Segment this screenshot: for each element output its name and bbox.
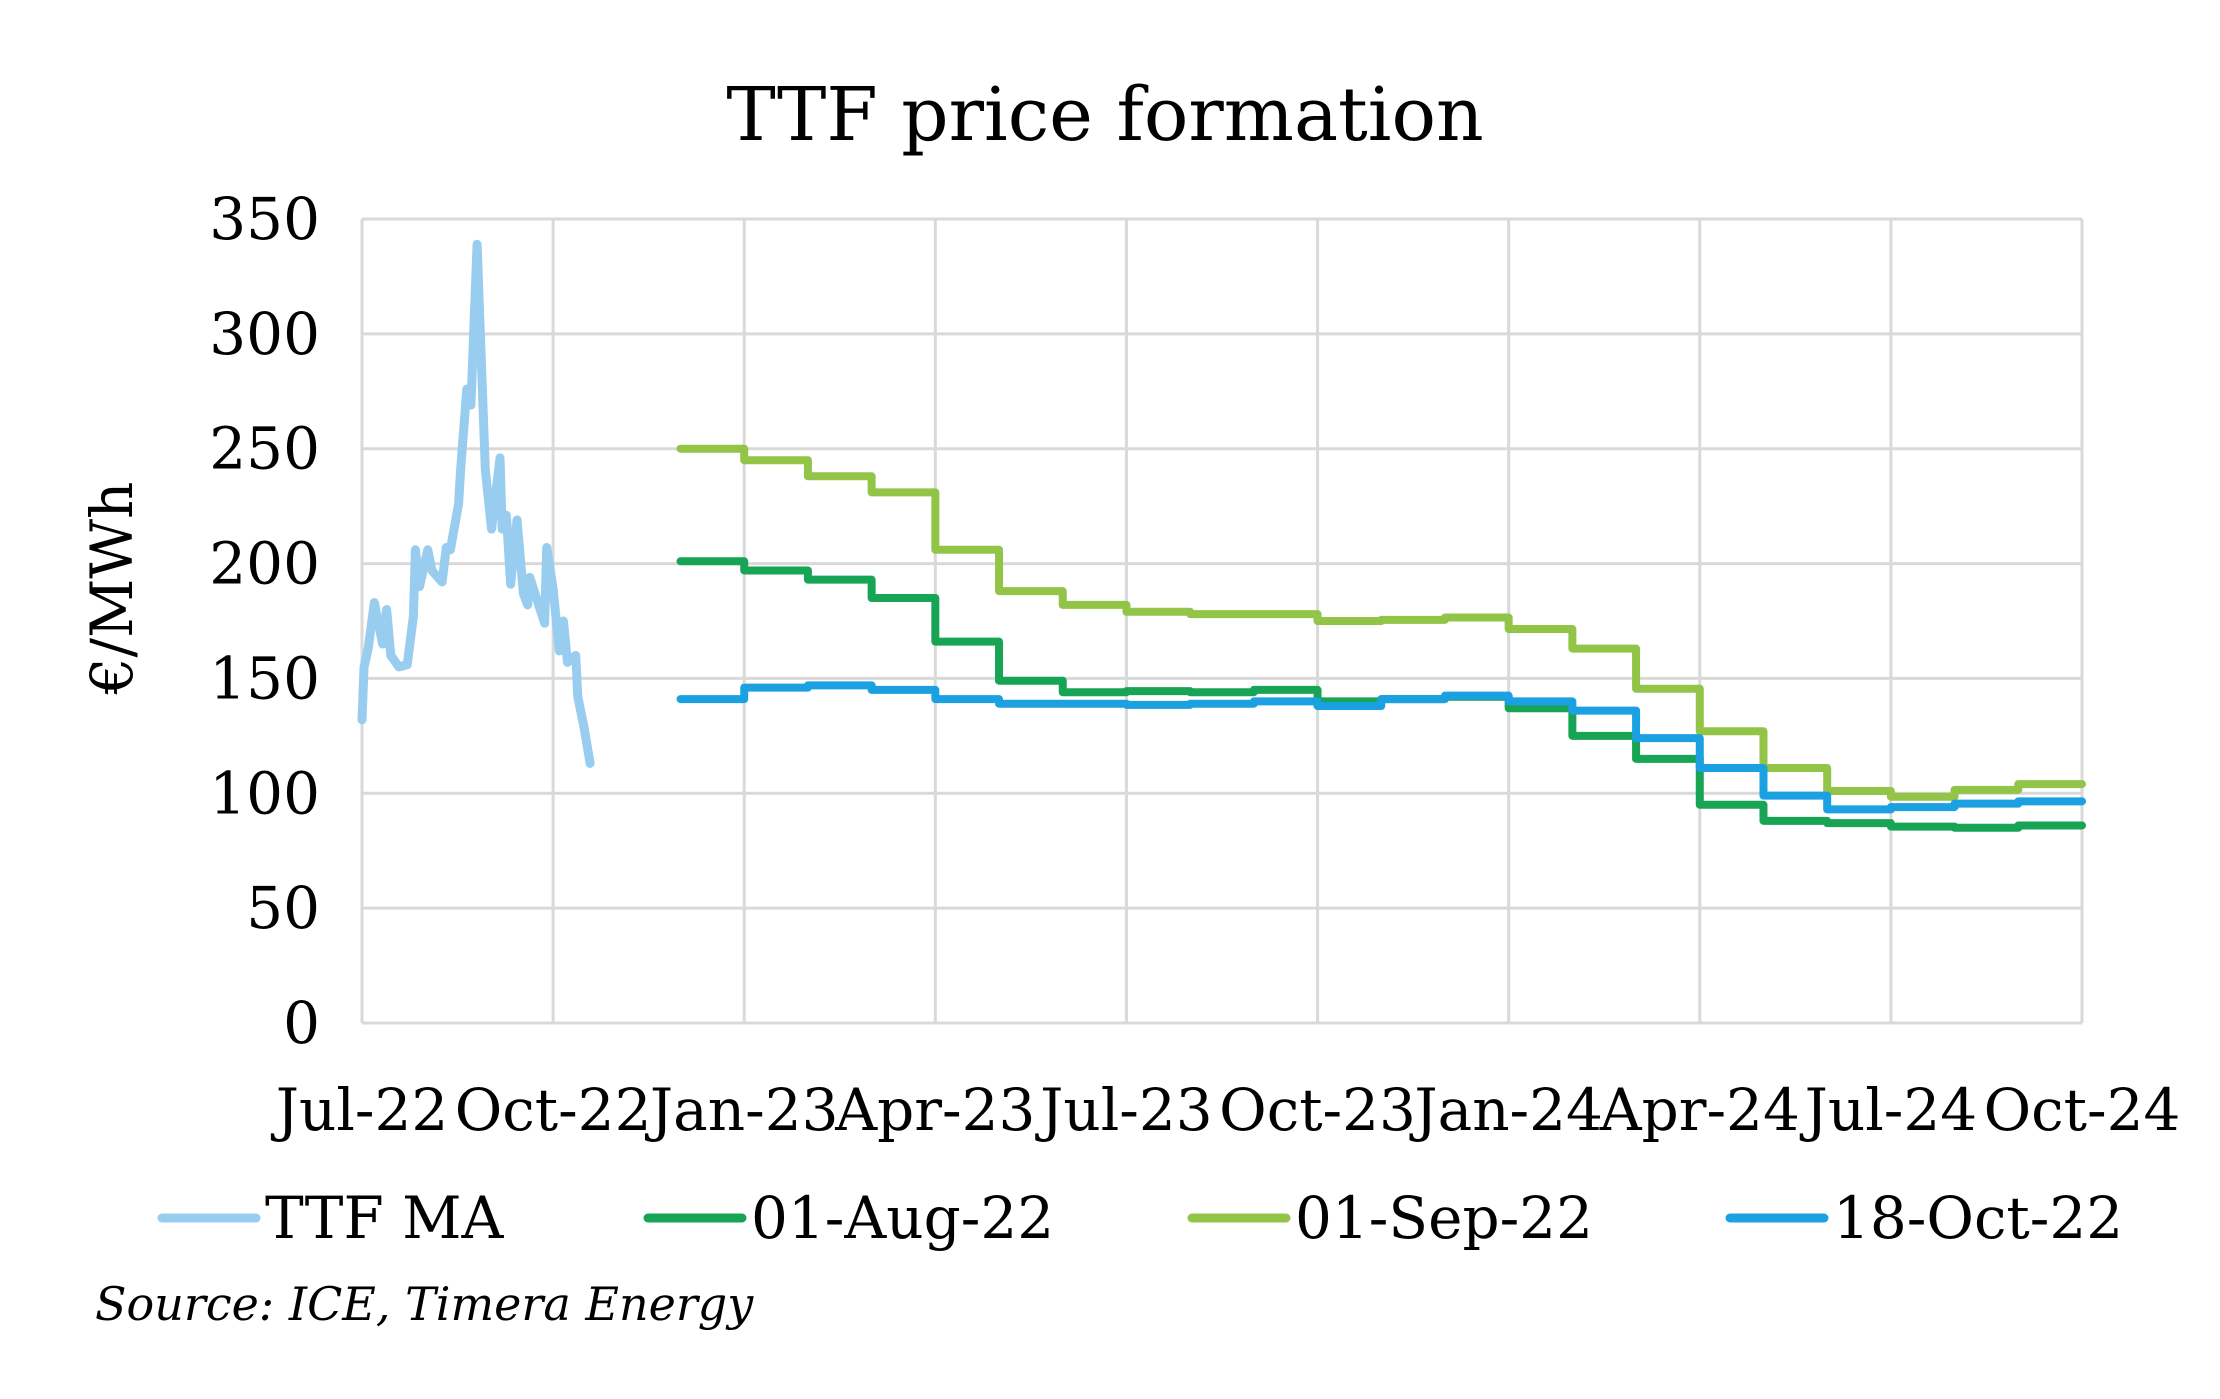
x-tick-label: Apr-24	[1599, 1076, 1800, 1144]
x-tick-label: Jul-22	[271, 1076, 449, 1144]
y-tick-label: 0	[283, 989, 320, 1057]
chart-title: TTF price formation	[726, 72, 1483, 158]
y-tick-label: 300	[209, 300, 320, 368]
x-tick-label: Jul-24	[1800, 1076, 1978, 1144]
legend-label: 01-Aug-22	[751, 1184, 1054, 1252]
y-axis-label: €/MWh	[78, 482, 146, 696]
source-note: Source: ICE, Timera Energy	[95, 1277, 754, 1331]
x-tick-label: Apr-23	[834, 1076, 1035, 1144]
legend-label: 18-Oct-22	[1833, 1184, 2123, 1252]
x-tick-label: Oct-23	[1219, 1076, 1416, 1144]
legend-label: 01-Sep-22	[1295, 1184, 1593, 1252]
x-tick-label: Jul-23	[1035, 1076, 1213, 1144]
y-tick-label: 250	[209, 415, 320, 483]
series-line-ttf-ma	[357, 239, 595, 768]
x-tick-label: Jan-24	[1409, 1076, 1603, 1144]
legend-label: TTF MA	[265, 1184, 505, 1252]
y-tick-label: 350	[209, 185, 320, 253]
series-line-18-oct-22	[676, 681, 2086, 814]
y-tick-label: 50	[246, 874, 320, 942]
y-tick-label: 200	[209, 530, 320, 598]
series-line-01-sep-22	[676, 444, 2086, 801]
x-tick-label: Oct-24	[1984, 1076, 2181, 1144]
y-tick-label: 150	[209, 644, 320, 712]
x-tick-label: Jan-23	[645, 1076, 839, 1144]
y-tick-label: 100	[209, 759, 320, 827]
x-tick-label: Oct-22	[455, 1076, 652, 1144]
